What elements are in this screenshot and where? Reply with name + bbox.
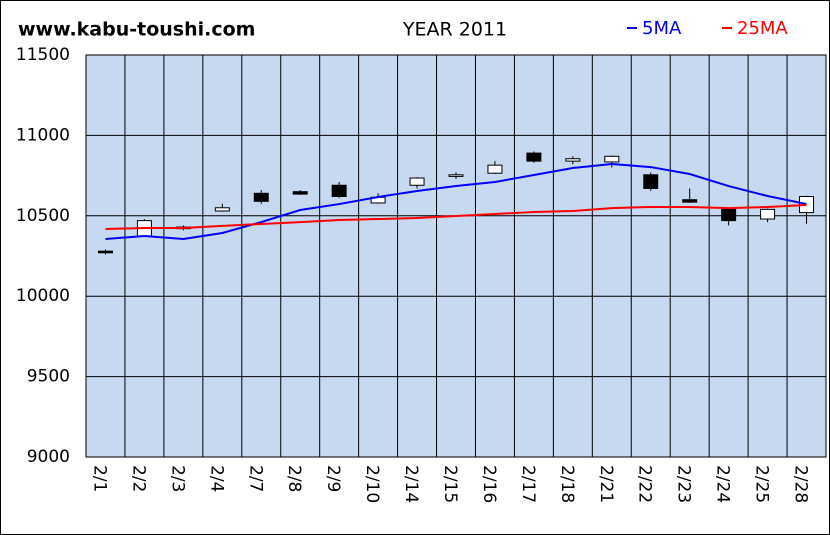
x-tick-label: 2/9 [323, 465, 343, 492]
candle-body [448, 174, 464, 177]
candle-body [760, 208, 776, 220]
candle-body [409, 177, 425, 186]
x-tick-label: 2/2 [128, 465, 148, 492]
candle-body [565, 158, 581, 162]
x-tick-label: 2/24 [713, 465, 733, 503]
x-tick-label: 2/8 [284, 465, 304, 492]
x-tick-label: 2/3 [167, 465, 187, 492]
ma-line [105, 163, 807, 240]
x-tick-label: 2/25 [752, 465, 772, 503]
ma-line [105, 204, 807, 230]
x-tick-label: 2/1 [89, 465, 109, 492]
x-tick-label: 2/4 [206, 465, 226, 492]
y-tick-label: 9500 [27, 367, 70, 387]
candle-body [643, 174, 659, 189]
x-tick-label: 2/28 [791, 465, 811, 503]
y-tick-label: 9000 [27, 447, 70, 467]
y-tick-label: 10000 [16, 286, 70, 306]
x-tick-label: 2/7 [245, 465, 265, 492]
y-tick-label: 11000 [16, 125, 70, 145]
legend-label: 25MA [737, 18, 788, 39]
candle-body [487, 164, 503, 174]
x-tick-label: 2/18 [557, 465, 577, 503]
x-tick-label: 2/14 [401, 465, 421, 503]
chart-title: YEAR 2011 [402, 19, 507, 41]
y-tick-label: 11500 [16, 45, 70, 65]
x-tick-label: 2/23 [674, 465, 694, 503]
x-tick-label: 2/21 [596, 465, 616, 503]
x-tick-label: 2/10 [362, 465, 382, 503]
candle-body [292, 191, 308, 195]
plot-area [85, 54, 827, 458]
candle-body [253, 192, 269, 202]
x-tick-label: 2/15 [440, 465, 460, 503]
candle-body [526, 152, 542, 162]
candle-body [682, 199, 698, 203]
x-tick-label: 2/16 [479, 465, 499, 503]
candle-body [97, 250, 113, 254]
x-tick-label: 2/22 [635, 465, 655, 503]
candle-body [331, 184, 347, 198]
y-tick-label: 10500 [16, 206, 70, 226]
legend-label: 5MA [642, 18, 682, 39]
candle-body [721, 208, 737, 222]
candle-body [604, 155, 620, 163]
site-name: www.kabu-toushi.com [18, 19, 255, 41]
x-tick-label: 2/17 [518, 465, 538, 503]
candle-body [214, 207, 230, 212]
